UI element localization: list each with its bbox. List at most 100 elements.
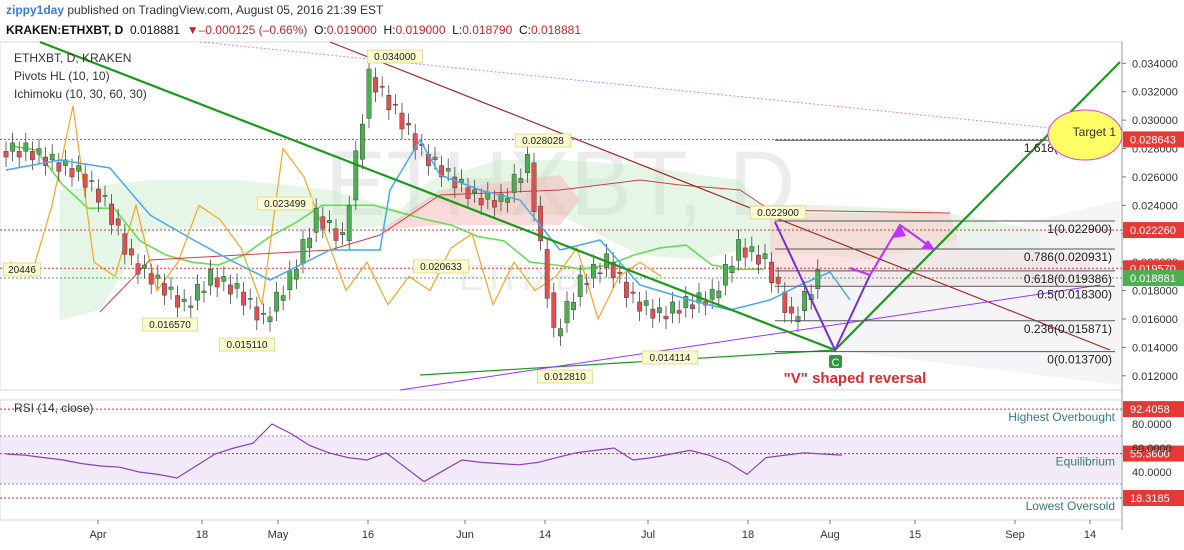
rsi-axis-tick-label: 80.0000 xyxy=(1132,419,1172,431)
candle-body xyxy=(782,291,788,313)
lagging-span-line xyxy=(9,105,662,321)
candle-body xyxy=(610,261,616,278)
candle-body xyxy=(399,112,405,130)
rsi-level-badge-label: 92.4058 xyxy=(1130,404,1170,416)
candle-body xyxy=(10,142,15,152)
candle-body xyxy=(274,291,279,312)
pivot-marker-c xyxy=(829,355,842,368)
candle-body xyxy=(716,290,722,298)
rsi-level-label: Equilibrium xyxy=(1056,455,1115,469)
last-price: 0.018881 xyxy=(130,23,181,37)
candle-body xyxy=(670,301,676,314)
price-change: ▼–0.000125 (–0.66%) xyxy=(186,23,308,37)
rsi-line xyxy=(5,423,843,483)
pivot-price-label: 0.012810 xyxy=(544,372,586,383)
fib-level-label: 0.236(0.015871) xyxy=(1024,322,1112,336)
candle-body xyxy=(762,253,768,259)
legend-symbol: ETHXBT, D, KRAKEN xyxy=(14,51,131,65)
candle-body xyxy=(511,173,517,193)
candle-body xyxy=(221,276,227,282)
pivot-price-tag xyxy=(366,49,424,64)
candle-body xyxy=(30,151,35,161)
candle-body xyxy=(16,151,22,158)
tenkan-line xyxy=(5,138,851,311)
candle-body xyxy=(340,232,345,236)
username[interactable]: zippy1day xyxy=(6,3,65,17)
price-badge-label: 0.028643 xyxy=(1130,134,1176,146)
red-downtrend-line xyxy=(329,41,1111,351)
rsi-level-badge-label: 18.3185 xyxy=(1130,493,1170,505)
close-label: C: xyxy=(518,23,531,37)
candle-body xyxy=(294,269,299,280)
candle-body xyxy=(445,168,451,172)
chart-canvas[interactable]: ETHXBT, DETHXBT1.618(0.028586)1(0.022900… xyxy=(0,40,1184,550)
candle-body xyxy=(261,313,266,315)
candle-body xyxy=(643,300,649,306)
candle-body xyxy=(393,103,398,106)
rsi-axis-tick-label: 40.0000 xyxy=(1132,467,1172,479)
candle-body xyxy=(551,292,557,328)
candle-body xyxy=(756,254,761,265)
candle-body xyxy=(56,162,62,172)
pivot-price-label: 0.022900 xyxy=(757,208,799,219)
candle-body xyxy=(742,247,748,258)
candle-body xyxy=(630,291,636,294)
time-axis-label: Apr xyxy=(89,529,106,541)
pivot-price-tag xyxy=(141,317,199,332)
candle-body xyxy=(353,150,359,201)
candle-body xyxy=(360,123,365,160)
candle-body xyxy=(518,178,524,183)
price-badge-label: 0.022260 xyxy=(1130,225,1176,237)
candle-body xyxy=(3,151,9,158)
fib-level-label: 1(0.022900) xyxy=(1047,222,1112,236)
candle-body xyxy=(148,273,154,285)
high-value: 0.019000 xyxy=(395,23,446,37)
green-downtrend-line xyxy=(39,40,836,352)
leading-span-b-line xyxy=(99,179,951,313)
pivot-price-label: 0.034000 xyxy=(374,52,416,63)
rsi-level-badge xyxy=(1123,401,1184,418)
rsi-level-label: Lowest Oversold xyxy=(1026,499,1115,513)
rsi-level-badge xyxy=(1123,445,1184,462)
projection-arrow-right xyxy=(921,240,935,250)
candle-body xyxy=(558,328,563,337)
candle-body xyxy=(168,286,174,290)
candle-body xyxy=(267,316,273,323)
candle-body xyxy=(637,301,643,312)
time-axis-label: 16 xyxy=(362,529,374,541)
pivot-price-tag xyxy=(536,369,594,384)
rsi-level-badge xyxy=(1123,490,1184,507)
candle-body xyxy=(676,310,682,314)
pivot-price-tag xyxy=(749,205,807,220)
candle-body xyxy=(280,295,286,301)
candle-body xyxy=(76,165,82,172)
open-value: 0.019000 xyxy=(326,23,377,37)
candle-body xyxy=(181,298,187,302)
candle-body xyxy=(69,168,75,178)
pivot-price-tag xyxy=(412,259,470,274)
candle-body xyxy=(102,195,108,197)
time-axis-label: 14 xyxy=(539,529,551,541)
candle-body xyxy=(49,154,55,161)
price-axis-tick-label: 0.032000 xyxy=(1132,87,1178,99)
fib-level-label: 0.786(0.020931) xyxy=(1024,250,1112,264)
time-axis-label: 18 xyxy=(196,529,208,541)
candle-body xyxy=(188,305,194,308)
candle-body xyxy=(571,302,577,310)
pivot-price-label: 0.016570 xyxy=(149,320,191,331)
legend-ichimoku: Ichimoku (10, 30, 60, 30) xyxy=(14,87,147,101)
candle-body xyxy=(723,264,728,286)
candle-body xyxy=(498,193,504,202)
candle-body xyxy=(122,233,128,255)
candle-body xyxy=(247,298,253,300)
rsi-level-badge-label: 55.3600 xyxy=(1130,449,1170,461)
projection-wedge xyxy=(770,200,1120,385)
time-axis-label: May xyxy=(268,529,289,541)
candle-body xyxy=(241,291,246,306)
candle-body xyxy=(313,207,319,233)
price-badge-label: 0.018881 xyxy=(1130,273,1176,285)
candle-body xyxy=(795,316,801,323)
rsi-title: RSI (14, close) xyxy=(14,401,93,415)
purple-support-line xyxy=(399,284,1101,391)
candle-body xyxy=(327,220,332,223)
